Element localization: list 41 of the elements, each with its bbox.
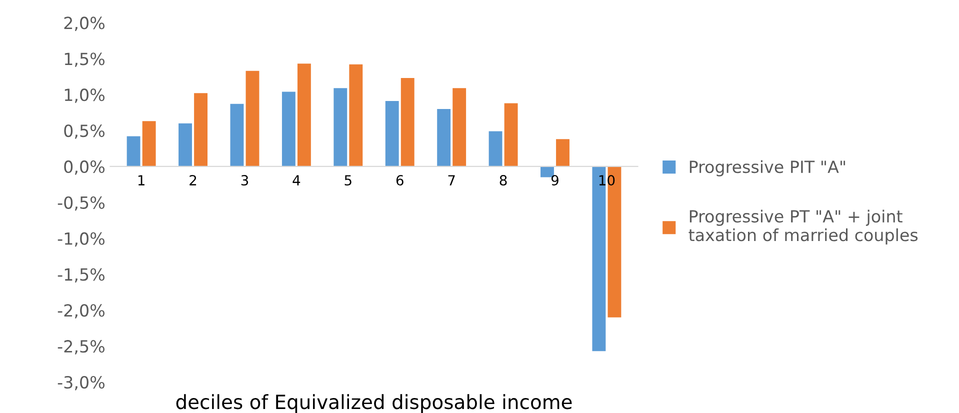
bar xyxy=(400,78,414,166)
x-tick-label: 5 xyxy=(344,175,352,186)
bar xyxy=(334,88,348,166)
x-tick-label: 3 xyxy=(241,175,248,186)
bar xyxy=(556,139,570,166)
y-tick-label: -1,5% xyxy=(58,268,105,282)
y-tick-label: -2,5% xyxy=(58,340,105,354)
bar xyxy=(504,103,518,166)
x-tick-label: 1 xyxy=(138,175,144,186)
y-tick-label: 2,0% xyxy=(64,16,105,31)
x-tick-label: 2 xyxy=(190,175,196,186)
y-tick-label: -3,0% xyxy=(58,376,105,390)
y-tick-label: 0,5% xyxy=(64,124,105,139)
bar xyxy=(452,88,466,166)
legend-label: Progressive PIT "A" xyxy=(690,160,846,176)
y-tick-label: 0,0% xyxy=(64,160,105,175)
x-axis-title: deciles of Equivalized disposable income xyxy=(176,394,572,413)
x-tick-label: 8 xyxy=(500,175,507,186)
bar xyxy=(230,104,244,166)
y-tick-label: -2,0% xyxy=(58,304,105,318)
bar xyxy=(246,70,260,166)
bar xyxy=(385,101,399,166)
bar xyxy=(488,131,502,166)
x-tick-label: 6 xyxy=(396,175,404,186)
bar xyxy=(178,123,192,166)
bar xyxy=(126,136,140,166)
x-tick-label: 7 xyxy=(448,175,455,186)
bar xyxy=(194,93,208,166)
y-tick-label: -1,0% xyxy=(58,232,105,247)
y-tick-label: 1,0% xyxy=(64,88,105,103)
bar xyxy=(349,64,363,166)
bar xyxy=(282,92,296,166)
y-tick-label: 1,5% xyxy=(64,52,105,67)
x-tick-label: 4 xyxy=(292,175,300,186)
y-tick-label: -0,5% xyxy=(58,196,105,211)
bar xyxy=(297,64,311,166)
legend-label: Progressive PT "A" + joint taxation of married couples xyxy=(688,210,918,244)
x-tick-label: 10 xyxy=(599,175,615,186)
bar xyxy=(437,108,451,166)
x-tick-label: 9 xyxy=(551,175,558,186)
bar xyxy=(142,121,156,166)
